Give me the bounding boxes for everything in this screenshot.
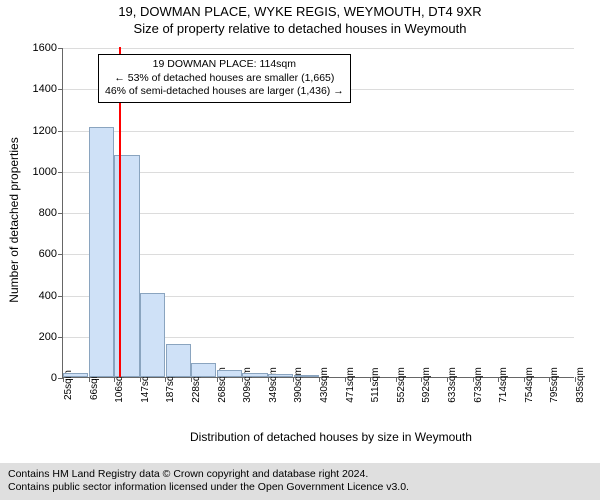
- histogram-bar: [166, 344, 191, 377]
- histogram-bar: [63, 373, 88, 377]
- annotation-line-1: 19 DOWMAN PLACE: 114sqm: [105, 58, 344, 72]
- gridline: [63, 213, 574, 214]
- x-axis-label: Distribution of detached houses by size …: [190, 430, 472, 444]
- title-main: 19, DOWMAN PLACE, WYKE REGIS, WEYMOUTH, …: [0, 0, 600, 19]
- y-axis-label: Number of detached properties: [7, 130, 21, 310]
- histogram-bar: [140, 293, 165, 377]
- footer-line-1: Contains HM Land Registry data © Crown c…: [8, 468, 592, 482]
- x-tick-label: 633sqm: [447, 367, 458, 403]
- x-tick-label: 430sqm: [319, 367, 330, 403]
- footer: Contains HM Land Registry data © Crown c…: [0, 463, 600, 500]
- title-sub: Size of property relative to detached ho…: [0, 19, 600, 40]
- x-tick-label: 592sqm: [421, 367, 432, 403]
- x-tick-label: 471sqm: [345, 367, 356, 403]
- x-tick-label: 390sqm: [293, 367, 304, 403]
- annotation-box: 19 DOWMAN PLACE: 114sqm ← 53% of detache…: [98, 54, 351, 103]
- y-tick-label: 200: [23, 331, 63, 343]
- y-tick-label: 0: [23, 372, 63, 384]
- x-tick-label: 552sqm: [396, 367, 407, 403]
- histogram-bar: [217, 370, 242, 377]
- y-tick-label: 600: [23, 248, 63, 260]
- y-tick-label: 800: [23, 207, 63, 219]
- y-tick-label: 1000: [23, 166, 63, 178]
- x-tick-label: 835sqm: [575, 367, 586, 403]
- histogram-bar: [294, 375, 319, 377]
- y-tick-label: 400: [23, 290, 63, 302]
- histogram-bar: [268, 374, 293, 377]
- gridline: [63, 254, 574, 255]
- histogram-bar: [89, 127, 114, 377]
- annotation-line-3: 46% of semi-detached houses are larger (…: [105, 85, 344, 99]
- footer-line-2: Contains public sector information licen…: [8, 481, 592, 495]
- histogram-bar: [191, 363, 216, 377]
- x-tick-label: 714sqm: [498, 367, 509, 403]
- histogram-bar: [242, 373, 267, 377]
- gridline: [63, 172, 574, 173]
- x-tick-label: 349sqm: [268, 367, 279, 403]
- x-tick-label: 754sqm: [524, 367, 535, 403]
- gridline: [63, 131, 574, 132]
- x-tick-label: 795sqm: [549, 367, 560, 403]
- y-tick-label: 1600: [23, 42, 63, 54]
- x-tick-label: 673sqm: [473, 367, 484, 403]
- gridline: [63, 48, 574, 49]
- annotation-line-2: ← 53% of detached houses are smaller (1,…: [105, 72, 344, 86]
- y-tick-label: 1200: [23, 125, 63, 137]
- y-tick-label: 1400: [23, 83, 63, 95]
- x-tick-label: 511sqm: [370, 368, 381, 403]
